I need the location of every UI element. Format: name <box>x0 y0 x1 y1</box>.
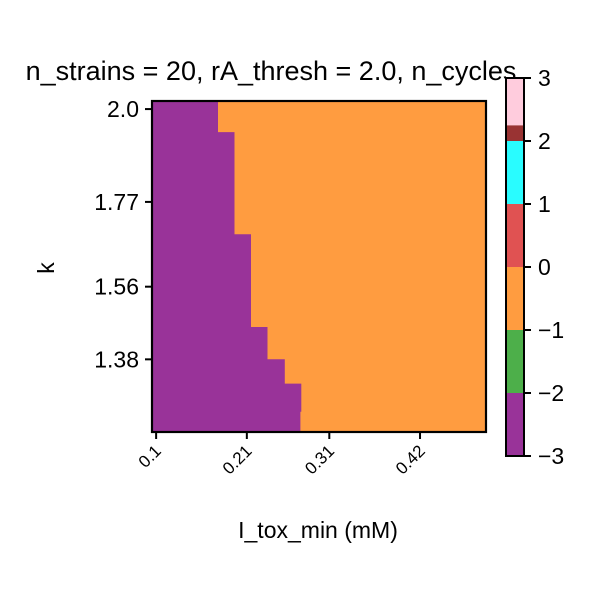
plot-frame <box>150 99 488 434</box>
x-tick-label: 0.42 <box>392 441 429 478</box>
colorbar-tick-label: −1 <box>538 317 564 343</box>
colorbar-tick-label: 2 <box>538 128 551 154</box>
colorbar-bin <box>506 267 524 330</box>
x-axis-ticks: 0.1 0.21 0.31 0.42 <box>135 432 429 478</box>
colorbar-bins <box>506 78 524 456</box>
chart-title: n_strains = 20, rA_thresh = 2.0, n_cycle… <box>26 56 517 86</box>
y-tick-label: 2.0 <box>107 96 139 122</box>
x-tick-label: 0.21 <box>219 441 256 478</box>
y-tick-label: 1.77 <box>94 189 139 215</box>
x-axis-label: I_tox_min (mM) <box>238 517 398 543</box>
colorbar-tick-label: 1 <box>538 191 551 217</box>
colorbar-bin <box>506 330 524 393</box>
colorbar-tick-label: 0 <box>538 254 551 280</box>
colorbar: −3 −2 −1 0 1 2 3 <box>505 65 564 469</box>
colorbar-tick-label: −3 <box>538 443 564 469</box>
colorbar-bin <box>506 78 524 126</box>
y-tick-label: 1.56 <box>94 274 139 300</box>
x-tick-label: 0.31 <box>301 441 338 478</box>
y-tick-label: 1.38 <box>94 346 139 372</box>
colorbar-bin <box>506 393 524 456</box>
region-left <box>152 101 302 432</box>
x-tick-label: 0.1 <box>135 441 165 471</box>
colorbar-tick-label: 3 <box>538 65 551 91</box>
y-axis-ticks: 2.0 1.77 1.56 1.38 <box>94 96 152 372</box>
colorbar-bin <box>506 141 524 204</box>
heatmap-plot <box>150 99 488 434</box>
colorbar-tick-label: −2 <box>538 380 564 406</box>
colorbar-bin <box>506 204 524 267</box>
colorbar-bin <box>506 125 524 141</box>
colorbar-ticks: −3 −2 −1 0 1 2 3 <box>524 65 564 469</box>
y-axis-label: k <box>33 262 59 274</box>
